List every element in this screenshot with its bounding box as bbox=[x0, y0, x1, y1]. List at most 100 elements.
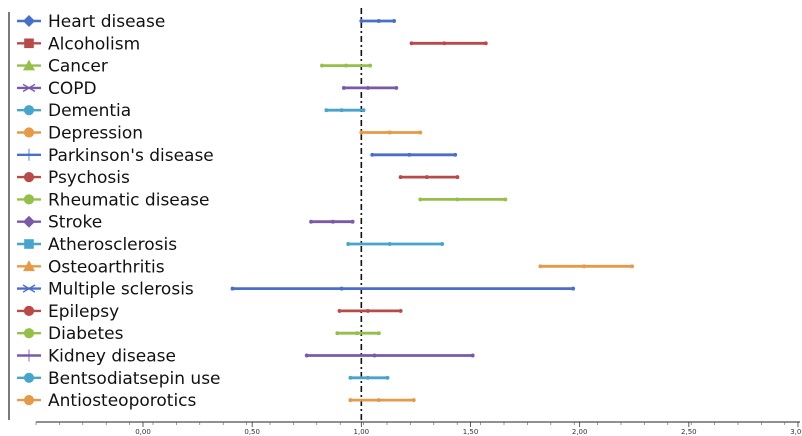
ci-high-copd bbox=[394, 85, 399, 90]
legend-marker-epilepsy bbox=[23, 305, 35, 316]
legend-label-parkinson-s-disease: Parkinson's disease bbox=[48, 146, 214, 166]
ci-low-copd bbox=[341, 85, 346, 90]
ci-low-heart-disease bbox=[359, 19, 364, 23]
ci-high-depression bbox=[418, 130, 423, 135]
legend-marker-heart-disease bbox=[23, 15, 35, 27]
legend-marker-dementia bbox=[23, 105, 35, 116]
ci-low-antiosteoporotics bbox=[348, 398, 353, 403]
legend-label-stroke: Stroke bbox=[48, 213, 102, 233]
legend-label-antiosteoporotics: Antiosteoporotics bbox=[48, 391, 197, 411]
legend-marker-osteoarthritis bbox=[23, 260, 35, 272]
ci-high-psychosis bbox=[455, 175, 460, 180]
x-tick-label: 3,00 bbox=[790, 428, 802, 436]
legend-label-psychosis: Psychosis bbox=[48, 168, 130, 188]
ci-low-diabetes bbox=[335, 331, 340, 336]
legend-marker-kidney-disease bbox=[23, 349, 35, 362]
legend-marker-depression bbox=[23, 127, 35, 138]
ci-high-epilepsy bbox=[398, 308, 403, 313]
legend-label-heart-disease: Heart disease bbox=[48, 12, 165, 32]
estimate-atherosclerosis bbox=[387, 242, 392, 246]
estimate-stroke bbox=[330, 219, 335, 224]
ci-high-multiple-sclerosis bbox=[571, 286, 576, 291]
x-axis: 0,00 0,50 1,00 1,50 2,00 2,50 3,00 bbox=[35, 421, 802, 436]
ci-low-kidney-disease bbox=[304, 353, 309, 358]
estimate-kidney-disease bbox=[372, 353, 377, 358]
legend-label-multiple-sclerosis: Multiple sclerosis bbox=[48, 280, 194, 300]
ci-low-epilepsy bbox=[337, 308, 342, 313]
legend-marker-antiosteoporotics bbox=[23, 395, 35, 406]
legend-label-depression: Depression bbox=[48, 124, 143, 144]
estimate-heart-disease bbox=[376, 19, 381, 23]
x-tick-label: 0,50 bbox=[244, 428, 260, 436]
legend-label-alcoholism: Alcoholism bbox=[48, 34, 140, 54]
plot-area bbox=[230, 8, 635, 422]
legend-marker-bentsodiatsepin-use bbox=[23, 372, 35, 383]
estimate-bentsodiatsepin-use bbox=[365, 375, 370, 380]
estimate-epilepsy bbox=[365, 308, 370, 313]
estimate-parkinson-s-disease bbox=[407, 152, 412, 157]
estimate-alcoholism bbox=[442, 41, 447, 46]
x-tick-label: 2,50 bbox=[681, 428, 697, 436]
x-tick-label: 0,00 bbox=[135, 428, 151, 436]
legend-marker-alcoholism bbox=[24, 38, 34, 49]
ci-low-depression bbox=[359, 130, 364, 135]
estimate-copd bbox=[365, 85, 370, 90]
ci-high-atherosclerosis bbox=[440, 242, 445, 246]
ci-high-diabetes bbox=[376, 331, 381, 336]
ci-high-alcoholism bbox=[483, 41, 488, 46]
ci-high-kidney-disease bbox=[470, 353, 475, 358]
ci-low-stroke bbox=[309, 219, 314, 224]
x-tick-label: 1,50 bbox=[463, 428, 479, 436]
legend-label-copd: COPD bbox=[48, 79, 97, 99]
legend-marker-stroke bbox=[23, 215, 35, 228]
legend-label-dementia: Dementia bbox=[48, 101, 131, 121]
legend-label-bentsodiatsepin-use: Bentsodiatsepin use bbox=[48, 369, 221, 389]
legend-marker-copd bbox=[22, 83, 36, 93]
ci-high-antiosteoporotics bbox=[411, 398, 416, 403]
ci-high-cancer bbox=[368, 63, 373, 68]
ci-high-osteoarthritis bbox=[630, 264, 635, 269]
ci-low-bentsodiatsepin-use bbox=[348, 375, 353, 380]
ci-low-parkinson-s-disease bbox=[370, 152, 375, 157]
legend-marker-cancer bbox=[23, 59, 35, 71]
ci-low-atherosclerosis bbox=[346, 242, 351, 246]
legend-label-osteoarthritis: Osteoarthritis bbox=[48, 257, 165, 277]
ci-low-multiple-sclerosis bbox=[230, 286, 235, 291]
ci-high-parkinson-s-disease bbox=[453, 152, 458, 157]
legend-marker-parkinson-s-disease bbox=[23, 148, 35, 161]
legend-label-diabetes: Diabetes bbox=[48, 324, 124, 344]
ci-high-bentsodiatsepin-use bbox=[385, 375, 390, 380]
estimate-dementia bbox=[339, 108, 344, 113]
legend-label-epilepsy: Epilepsy bbox=[48, 302, 119, 322]
estimate-osteoarthritis bbox=[582, 264, 586, 269]
ci-low-rheumatic-disease bbox=[418, 197, 423, 202]
legend-marker-rheumatic-disease bbox=[23, 194, 35, 205]
legend-marker-multiple-sclerosis bbox=[22, 284, 36, 293]
estimate-multiple-sclerosis bbox=[339, 286, 344, 291]
legend-marker-psychosis bbox=[23, 172, 35, 183]
legend-marker-diabetes bbox=[23, 328, 35, 339]
estimate-rheumatic-disease bbox=[455, 197, 460, 202]
ci-low-dementia bbox=[324, 108, 329, 113]
estimate-antiosteoporotics bbox=[376, 398, 381, 403]
ci-low-osteoarthritis bbox=[538, 264, 543, 269]
ci-high-dementia bbox=[361, 108, 366, 113]
ci-high-rheumatic-disease bbox=[503, 197, 508, 202]
estimate-psychosis bbox=[424, 175, 429, 180]
x-tick-label: 1,00 bbox=[354, 428, 370, 436]
ci-low-cancer bbox=[320, 63, 324, 68]
legend-label-rheumatic-disease: Rheumatic disease bbox=[48, 190, 210, 210]
legend-marker-atherosclerosis bbox=[24, 239, 34, 249]
ci-high-heart-disease bbox=[392, 19, 397, 23]
ci-low-psychosis bbox=[398, 175, 403, 180]
legend-label-kidney-disease: Kidney disease bbox=[48, 347, 176, 367]
estimate-depression bbox=[387, 130, 392, 135]
legend-label-cancer: Cancer bbox=[48, 57, 108, 77]
legend-label-atherosclerosis: Atherosclerosis bbox=[48, 235, 177, 255]
ci-low-alcoholism bbox=[409, 41, 414, 46]
estimate-cancer bbox=[344, 63, 349, 68]
estimate-diabetes bbox=[355, 331, 359, 336]
ci-high-stroke bbox=[350, 219, 355, 224]
